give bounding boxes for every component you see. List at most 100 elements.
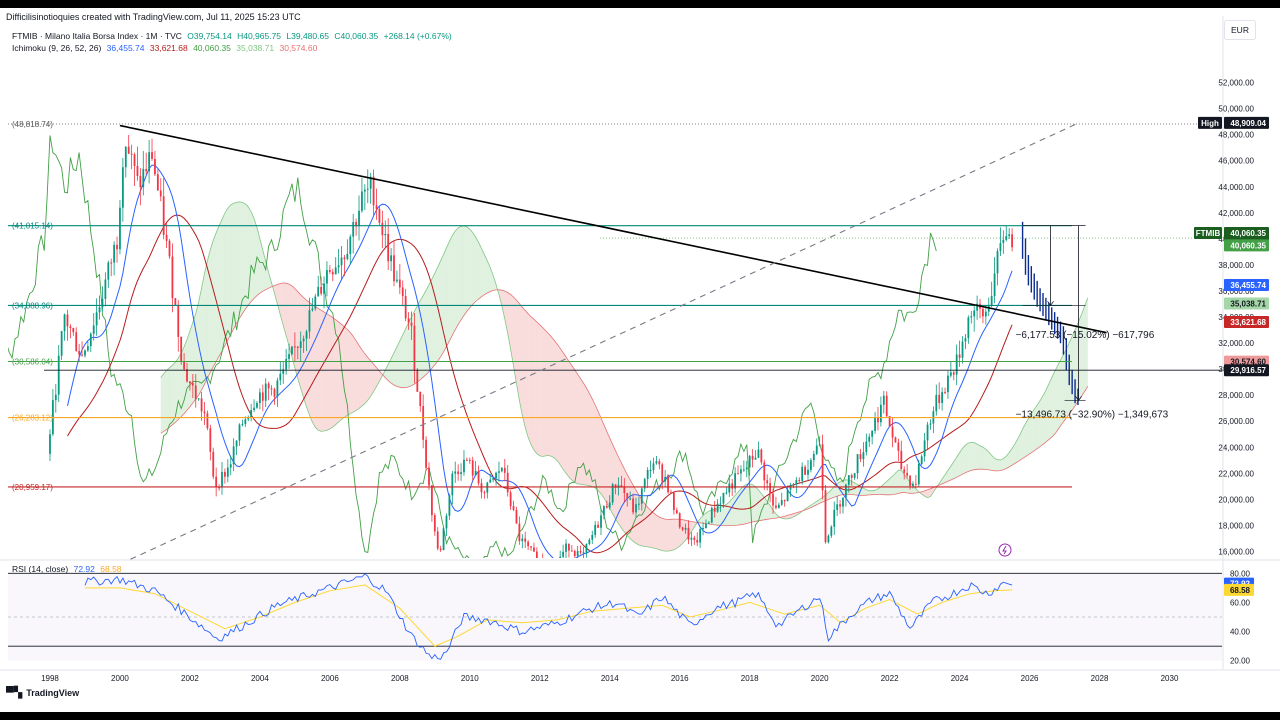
candle-body bbox=[731, 483, 734, 489]
candle-body bbox=[804, 466, 806, 475]
ichimoku-cloud-segment bbox=[959, 448, 963, 476]
ichimoku-cloud-segment bbox=[394, 346, 397, 387]
candle-body bbox=[378, 208, 381, 223]
candle-body bbox=[253, 407, 255, 411]
candle-body bbox=[69, 326, 72, 328]
ichimoku-legend[interactable]: Ichimoku (9, 26, 52, 26) 36,455.74 33,62… bbox=[12, 43, 317, 53]
candle-body bbox=[334, 267, 337, 275]
rsi-tick-label: 60.00 bbox=[1230, 598, 1251, 607]
candle-body bbox=[180, 336, 183, 362]
ichimoku-cloud-segment bbox=[493, 275, 497, 291]
candle-body bbox=[451, 473, 454, 496]
ichimoku-cloud-segment bbox=[431, 273, 435, 369]
candle-body bbox=[506, 472, 509, 493]
ichimoku-cloud-segment bbox=[872, 490, 876, 495]
candle-body bbox=[780, 500, 783, 505]
price-tag-name: High bbox=[1201, 119, 1219, 128]
ichimoku-cloud-segment bbox=[787, 514, 791, 519]
candle-body bbox=[982, 308, 984, 317]
candle-body bbox=[535, 551, 538, 558]
ichimoku-cloud-segment bbox=[1079, 312, 1083, 400]
candle-body bbox=[815, 445, 818, 454]
candle-body bbox=[585, 544, 588, 553]
candle-body bbox=[457, 471, 460, 475]
candle-body bbox=[416, 369, 419, 392]
candle-body bbox=[305, 331, 308, 339]
ichimoku-cloud-segment bbox=[265, 261, 269, 290]
ichimoku-cloud-segment bbox=[627, 474, 631, 539]
currency-button[interactable]: EUR bbox=[1224, 20, 1256, 40]
ichimoku-cloud-segment bbox=[743, 484, 747, 525]
candle-body bbox=[352, 222, 355, 237]
candle-body bbox=[640, 488, 643, 504]
symbol-legend[interactable]: FTMIB · Milano Italia Borsa Index · 1M ·… bbox=[12, 31, 452, 41]
ichimoku-cloud-segment bbox=[286, 283, 290, 347]
ichimoku-cloud-segment bbox=[542, 327, 546, 457]
candle-body bbox=[798, 480, 801, 482]
candle-body bbox=[623, 486, 626, 494]
candle-body bbox=[454, 471, 457, 474]
measure-arrowhead bbox=[1047, 301, 1054, 306]
ichimoku-cloud-segment bbox=[673, 519, 677, 550]
ichimoku-cloud-segment bbox=[391, 352, 395, 385]
candle-body bbox=[518, 523, 521, 542]
x-tick-label: 2022 bbox=[881, 674, 899, 683]
candle-body bbox=[699, 529, 702, 543]
close-value: C40,060.35 bbox=[334, 31, 379, 41]
candle-body bbox=[320, 286, 323, 294]
ichimoku-cloud-segment bbox=[507, 292, 511, 350]
candle-body bbox=[124, 146, 127, 168]
candle-body bbox=[311, 308, 314, 311]
candle-body bbox=[766, 480, 769, 484]
ichimoku-cloud-segment bbox=[738, 488, 741, 526]
downtrend-line bbox=[119, 124, 1107, 334]
candle-body bbox=[445, 515, 448, 529]
candle-body bbox=[833, 509, 836, 527]
ichimoku-cloud-segment bbox=[172, 362, 176, 425]
dashed-trend-line bbox=[130, 122, 1079, 560]
ichimoku-cloud-segment bbox=[341, 324, 345, 420]
x-tick-label: 1998 bbox=[41, 674, 59, 683]
candle-body bbox=[944, 392, 946, 394]
ichimoku-cloud-segment bbox=[163, 370, 167, 432]
ichimoku-cloud-segment bbox=[289, 284, 292, 357]
ichimoku-cloud-segment bbox=[539, 324, 543, 457]
ichimoku-cloud-segment bbox=[583, 383, 587, 486]
ichimoku-cloud-segment bbox=[434, 267, 438, 365]
candle-body bbox=[177, 304, 180, 337]
candle-body bbox=[605, 506, 608, 508]
ichimoku-cloud-segment bbox=[618, 456, 622, 529]
price-tag-bg bbox=[1224, 116, 1269, 129]
fib-level-label: (34,888.96) bbox=[12, 301, 53, 310]
ichimoku-cloud-segment bbox=[219, 219, 222, 357]
ichimoku-cloud-segment bbox=[965, 443, 969, 473]
candle-body bbox=[483, 492, 486, 494]
rsi-name: RSI (14, close) bbox=[12, 564, 69, 574]
candle-body bbox=[235, 440, 238, 447]
ichimoku-cloud-segment bbox=[705, 511, 709, 525]
rsi-legend[interactable]: RSI (14, close) 72.92 68.58 bbox=[12, 564, 122, 574]
ichimoku-cloud-segment bbox=[1000, 458, 1004, 471]
candle-body bbox=[521, 538, 524, 542]
candle-body bbox=[789, 485, 792, 490]
ichimoku-cloud-segment bbox=[184, 339, 188, 414]
ichimoku-cloud-segment bbox=[254, 218, 257, 299]
candle-body bbox=[101, 298, 104, 308]
ichimoku-cloud-segment bbox=[373, 364, 377, 392]
candle-body bbox=[993, 273, 996, 297]
ichimoku-cloud-segment bbox=[396, 340, 400, 388]
candle-body bbox=[576, 551, 579, 557]
candle-body bbox=[707, 522, 710, 524]
candle-body bbox=[244, 419, 247, 425]
price-tag-name: FTMIB bbox=[1196, 229, 1221, 238]
ichimoku-cloud-segment bbox=[1052, 369, 1056, 437]
candle-body bbox=[597, 524, 599, 528]
ichimoku-cloud-segment bbox=[245, 203, 249, 310]
candle-body bbox=[999, 243, 1002, 252]
ichimoku-cloud-segment bbox=[956, 452, 960, 478]
candle-body bbox=[693, 537, 696, 540]
ichimoku-cloud-segment bbox=[904, 474, 908, 494]
candle-body bbox=[810, 460, 812, 470]
candle-body bbox=[740, 469, 742, 474]
